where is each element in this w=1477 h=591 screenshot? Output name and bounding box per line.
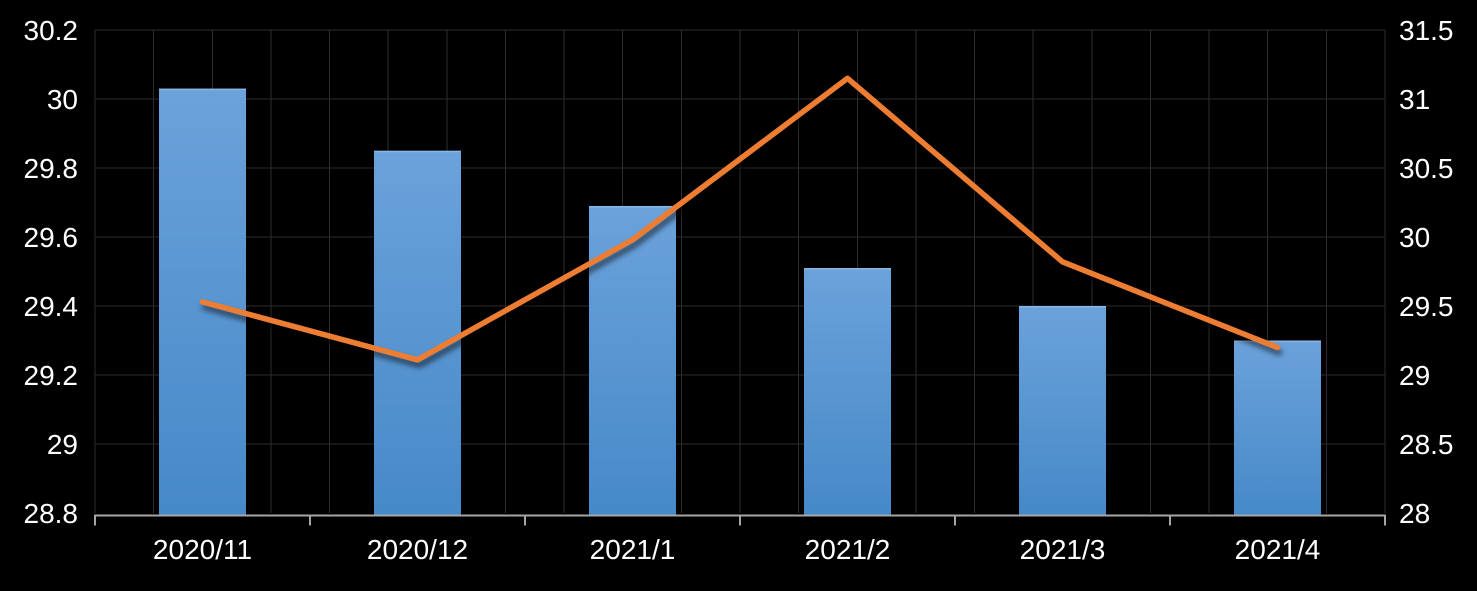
- left-axis-labels: 30.2 30 29.8 29.6 29.4 29.2 29 28.8: [24, 15, 79, 529]
- right-axis-tick-label: 29: [1399, 360, 1430, 391]
- category-label: 2020/11: [153, 534, 252, 565]
- category-label: 2021/1: [590, 534, 676, 565]
- category-axis-labels: 2020/11 2020/12 2021/1 2021/2 2021/3 2021/4: [153, 534, 1320, 565]
- bar-2021-3: [1019, 306, 1106, 515]
- category-label: 2020/12: [367, 534, 468, 565]
- left-axis-tick-label: 30: [47, 84, 78, 115]
- left-axis-tick-label: 29.4: [24, 291, 79, 322]
- left-axis-tick-label: 30.2: [24, 15, 79, 46]
- category-label: 2021/2: [805, 534, 891, 565]
- vertical-gridlines: [94, 30, 1386, 513]
- category-label: 2021/3: [1020, 534, 1106, 565]
- left-axis-tick-label: 29: [47, 429, 78, 460]
- right-axis-tick-label: 30: [1399, 222, 1430, 253]
- right-axis-tick-label: 29.5: [1399, 291, 1454, 322]
- right-axis-labels: 31.5 31 30.5 30 29.5 29 28.5 28: [1399, 15, 1454, 529]
- bar-2021-1: [589, 205, 676, 515]
- horizontal-gridlines: [95, 29, 1385, 445]
- x-axis: [94, 514, 1386, 526]
- left-axis-tick-label: 29.2: [24, 360, 79, 391]
- line-series-path: [199, 75, 1281, 363]
- right-axis-tick-label: 31: [1399, 84, 1430, 115]
- bar-2021-4: [1234, 340, 1321, 515]
- bar-2020-12: [374, 150, 461, 515]
- right-axis-tick-label: 30.5: [1399, 153, 1454, 184]
- left-axis-tick-label: 29.8: [24, 153, 79, 184]
- right-axis-tick-label: 31.5: [1399, 15, 1454, 46]
- left-axis-tick-label: 28.8: [24, 498, 79, 529]
- bar-2021-2: [804, 268, 891, 515]
- right-axis-tick-label: 28: [1399, 498, 1430, 529]
- category-label: 2021/4: [1235, 534, 1321, 565]
- left-axis-tick-label: 29.6: [24, 222, 79, 253]
- right-axis-tick-label: 28.5: [1399, 429, 1454, 460]
- bar-series: [159, 88, 1321, 515]
